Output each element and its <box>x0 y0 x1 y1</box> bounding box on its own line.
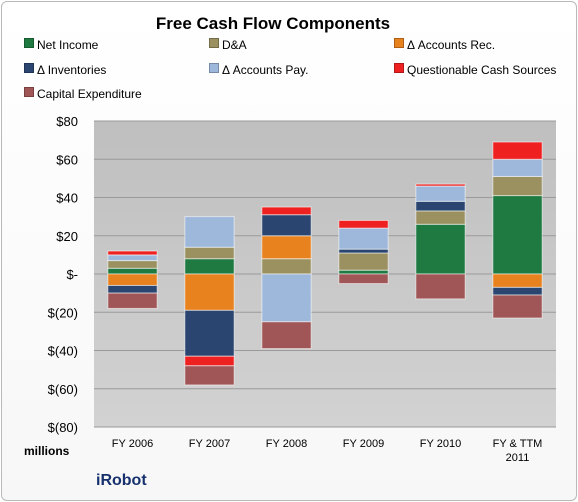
bar-accounts-pay <box>184 216 235 248</box>
y-tick-label: $(60) <box>48 382 78 397</box>
legend-swatch-questionable-cash <box>394 63 404 73</box>
x-tick-label: FY 2010 <box>420 438 461 450</box>
bar-d-a <box>184 246 235 260</box>
y-tick-label: $- <box>66 267 78 282</box>
bar-accounts-rec <box>492 273 543 288</box>
bar-net-income <box>184 258 235 275</box>
bar-accounts-pay <box>338 227 389 250</box>
legend: Net Income D&A Δ Accounts Rec. Δ Invento… <box>0 0 578 110</box>
bar-capital-expenditure <box>184 365 235 386</box>
y-tick-label: $(20) <box>48 305 78 320</box>
bar-net-income <box>415 223 466 275</box>
legend-item-net-income: Net Income <box>24 38 98 52</box>
bar-d-a <box>338 252 389 271</box>
x-tick-label: FY 2007 <box>189 438 230 450</box>
legend-label-accounts-rec: Δ Accounts Rec. <box>407 38 496 52</box>
legend-label-da: D&A <box>222 38 247 52</box>
bar-d-a <box>261 258 312 275</box>
x-tick-label: FY 2008 <box>266 438 307 450</box>
bar-questionable-cash-sources <box>107 250 158 256</box>
legend-swatch-accounts-rec <box>394 38 404 48</box>
legend-item-accounts-pay: Δ Accounts Pay. <box>209 63 309 77</box>
legend-swatch-net-income <box>24 38 34 48</box>
bar-d-a <box>107 260 158 269</box>
legend-label-net-income: Net Income <box>37 38 99 52</box>
legend-item-da: D&A <box>209 38 247 52</box>
legend-label-questionable-cash: Questionable Cash Sources <box>407 63 557 77</box>
bar-capital-expenditure <box>261 321 312 350</box>
y-tick-label: $(80) <box>48 420 78 435</box>
brand-label: iRobot <box>96 472 147 489</box>
bar-d-a <box>492 175 543 197</box>
bar-inventories <box>415 200 466 212</box>
bar-accounts-rec <box>184 273 235 311</box>
bar-questionable-cash-sources <box>415 183 466 187</box>
legend-item-questionable-cash: Questionable Cash Sources <box>394 63 556 77</box>
bar-accounts-pay <box>492 158 543 177</box>
bar-questionable-cash-sources <box>261 206 312 216</box>
x-tick-label: FY 2009 <box>343 438 384 450</box>
legend-label-capex: Capital Expenditure <box>37 87 142 101</box>
bar-capital-expenditure <box>107 292 158 309</box>
bar-inventories <box>492 286 543 296</box>
legend-item-inventories: Δ Inventories <box>24 63 106 77</box>
legend-swatch-accounts-pay <box>209 63 219 73</box>
bar-capital-expenditure <box>338 273 389 285</box>
bar-questionable-cash-sources <box>492 141 543 160</box>
bar-questionable-cash-sources <box>184 355 235 367</box>
legend-swatch-capex <box>24 87 34 97</box>
bar-accounts-pay <box>107 254 158 262</box>
bar-capital-expenditure <box>415 273 466 300</box>
bar-accounts-pay <box>261 273 312 323</box>
bar-net-income <box>107 267 158 275</box>
bar-inventories <box>184 309 235 357</box>
bar-questionable-cash-sources <box>338 219 389 229</box>
bar-accounts-pay <box>415 185 466 202</box>
bar-capital-expenditure <box>492 294 543 319</box>
legend-swatch-da <box>209 38 219 48</box>
chart-title: Free Cash Flow Components <box>155 14 391 33</box>
x-tick-label: FY & TTM <box>493 438 543 450</box>
bar-d-a <box>415 210 466 225</box>
legend-swatch-inventories <box>24 63 34 73</box>
units-label: millions <box>24 444 70 458</box>
x-tick-label: FY 2006 <box>112 438 153 450</box>
legend-item-accounts-rec: Δ Accounts Rec. <box>394 38 495 52</box>
y-tick-label: $40 <box>56 191 78 206</box>
y-tick-label: $80 <box>56 114 78 129</box>
y-tick-label: $20 <box>56 229 78 244</box>
bar-inventories <box>261 214 312 237</box>
bar-accounts-rec <box>261 235 312 260</box>
bar-inventories <box>338 248 389 254</box>
x-tick-label: 2011 <box>506 452 530 464</box>
legend-label-inventories: Δ Inventories <box>37 63 107 77</box>
legend-item-capex: Capital Expenditure <box>24 87 142 101</box>
bar-inventories <box>107 284 158 294</box>
bar-net-income <box>492 195 543 275</box>
bar-net-income <box>338 269 389 275</box>
legend-label-accounts-pay: Δ Accounts Pay. <box>222 63 309 77</box>
bar-accounts-rec <box>107 273 158 286</box>
y-tick-label: $60 <box>56 152 78 167</box>
y-tick-label: $(40) <box>48 344 78 359</box>
